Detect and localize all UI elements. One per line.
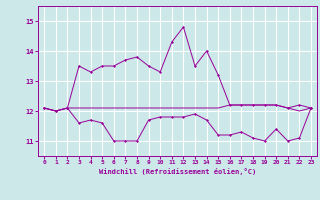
X-axis label: Windchill (Refroidissement éolien,°C): Windchill (Refroidissement éolien,°C) [99,168,256,175]
